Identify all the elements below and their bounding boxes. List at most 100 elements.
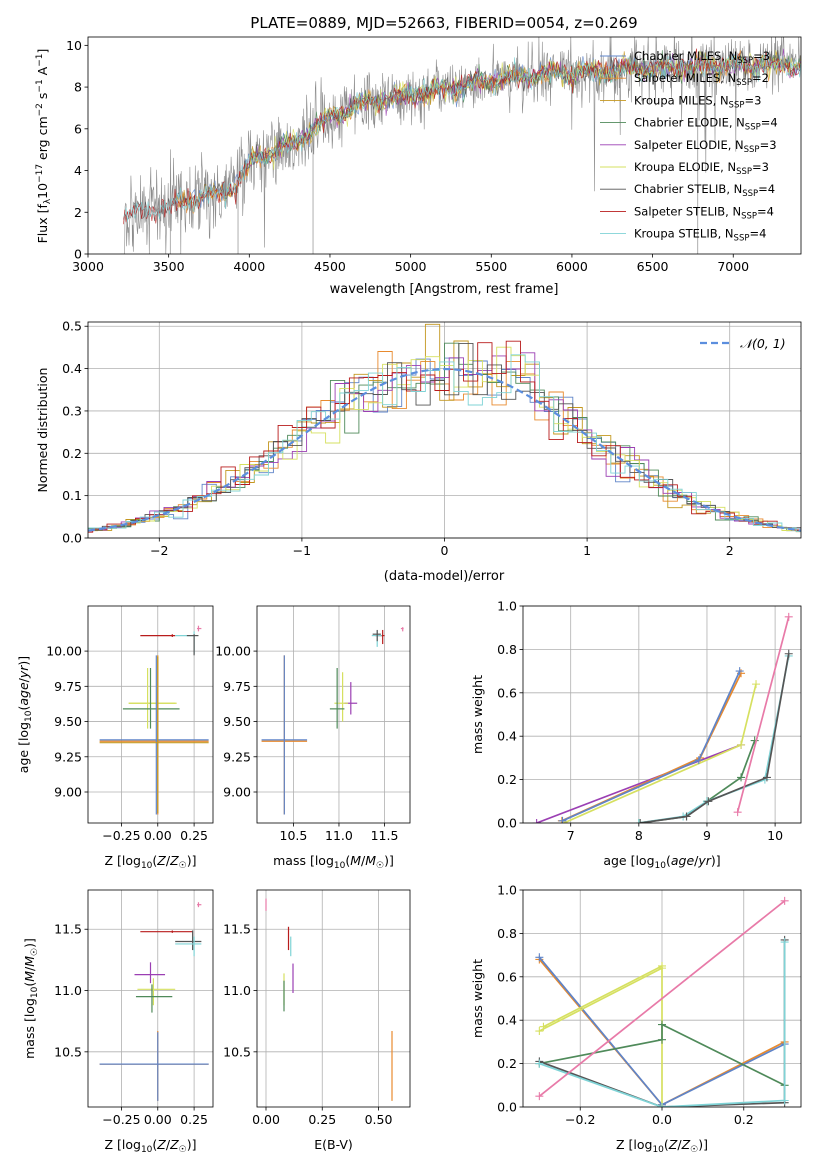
spectrum-legend: Chabrier MILES, NSSP=3 Salpeter MILES, NS… — [600, 49, 778, 244]
mass_vs_ebv-panel: 0.00 0.25 0.50 10.5 11.0 11.5 E(B-V) — [223, 889, 411, 1152]
x-tick-label: 0.00 — [252, 1112, 280, 1127]
series-marker — [737, 740, 746, 749]
x-axis-label: (data-model)/error — [384, 569, 505, 584]
series-line — [536, 744, 742, 823]
x-tick-label: 10 — [767, 828, 783, 843]
y-tick-label: 9.75 — [223, 679, 251, 694]
data-point — [400, 627, 404, 632]
y-tick-label: 0.2 — [497, 1056, 517, 1071]
points — [99, 625, 209, 815]
y-tick-label: 10.00 — [215, 644, 251, 659]
x-tick-label: 11.0 — [325, 828, 353, 843]
data-point — [344, 682, 358, 715]
x-tick-label: 0.25 — [180, 828, 208, 843]
x-axis-label: age [log10(age/yr)] — [603, 853, 720, 871]
x-tick-label: 11.5 — [371, 828, 399, 843]
y-tick-label: 0.8 — [497, 642, 517, 657]
x-tick-label: 9 — [703, 828, 711, 843]
x-axis-label: Z [log10(Z/Z☉)] — [104, 1137, 196, 1155]
x-tick-label: 0.25 — [180, 1112, 208, 1127]
x-tick-label: 6000 — [556, 259, 588, 274]
axes — [257, 606, 410, 823]
x-tick-label: −2 — [150, 543, 168, 558]
series-marker — [780, 896, 789, 905]
y-tick-label: 0.4 — [497, 1013, 517, 1028]
data-point — [372, 629, 381, 642]
y-tick-label: 9.25 — [54, 749, 82, 764]
points — [265, 898, 393, 1101]
data-point — [140, 930, 193, 933]
legend-entry: Kroupa STELIB, NSSP=4 — [634, 227, 766, 244]
histogram-8 — [88, 354, 801, 532]
legend-entry: Kroupa ELODIE, NSSP=3 — [634, 160, 769, 177]
series-marker — [752, 680, 761, 689]
points — [99, 902, 209, 1101]
series-line — [736, 616, 790, 813]
series-marker — [737, 773, 746, 782]
data-point — [99, 655, 209, 815]
y-tick-label: 9.50 — [54, 714, 82, 729]
series-marker — [535, 953, 544, 962]
y-tick-label: 0.6 — [497, 969, 517, 984]
y-tick-label: 1.0 — [497, 883, 517, 898]
series-marker — [535, 1027, 544, 1036]
y-tick-label: 0.6 — [497, 685, 517, 700]
y-tick-label: 0.5 — [62, 319, 82, 334]
lines — [532, 612, 793, 823]
axes — [88, 890, 213, 1107]
y-tick-label: 10.5 — [54, 1044, 82, 1059]
model-spectrum-8 — [123, 52, 801, 223]
y-tick-label: 0.0 — [62, 531, 82, 546]
legend-entry: Chabrier STELIB, NSSP=4 — [634, 182, 775, 199]
y-tick-label: 10.00 — [46, 644, 82, 659]
series-marker — [634, 819, 643, 823]
x-axis-label: E(B-V) — [314, 1137, 353, 1152]
data-point — [137, 978, 176, 1006]
y-tick-label: 9.00 — [54, 785, 82, 800]
residuals-panel: −2 −1 0 1 2 0.0 0.1 0.2 0.3 0.4 0.5 (data-model)/er… — [35, 319, 802, 584]
y-axis-label: Normed distribution — [35, 368, 50, 493]
legend-entry: Salpeter STELIB, NSSP=4 — [634, 204, 774, 221]
x-tick-label: −0.2 — [565, 1112, 595, 1127]
x-tick-label: 4000 — [233, 259, 265, 274]
y-tick-label: 11.5 — [223, 922, 251, 937]
y-tick-label: 11.0 — [223, 983, 251, 998]
y-tick-label: 8 — [74, 80, 82, 95]
legend-entry: Salpeter ELODIE, NSSP=3 — [634, 138, 777, 155]
data-point — [175, 631, 195, 654]
series-marker — [658, 1103, 666, 1107]
data-point — [197, 625, 202, 632]
x-tick-label: 0.00 — [144, 1112, 172, 1127]
axes — [257, 890, 410, 1107]
x-tick-label: 7 — [567, 828, 575, 843]
y-tick-label: 0 — [74, 247, 82, 262]
massweight_vs_age-panel: 7 8 9 10 0.0 0.2 0.4 0.6 0.8 1.0 age [log10(age/yr… — [470, 599, 802, 871]
series-marker — [735, 667, 744, 676]
x-tick-label: 5000 — [395, 259, 427, 274]
x-axis-label: wavelength [Angstrom, rest frame] — [330, 282, 559, 297]
series-marker — [780, 1096, 789, 1105]
lines — [535, 896, 789, 1107]
massweight_vs_Z-panel: −0.2 0.0 0.2 0.0 0.2 0.4 0.6 0.8 1.0 Z [log10(Z/Z… — [470, 883, 802, 1155]
x-tick-label: 0.2 — [734, 1112, 754, 1127]
legend-entry: Chabrier ELODIE, NSSP=4 — [634, 116, 778, 133]
series-marker — [658, 1020, 666, 1029]
x-tick-label: 8 — [635, 828, 643, 843]
histograms — [88, 323, 801, 533]
data-point — [128, 655, 176, 728]
y-tick-label: 4 — [74, 163, 82, 178]
x-axis-label: mass [log10(M/M☉)] — [273, 853, 394, 871]
x-tick-label: −1 — [293, 543, 311, 558]
data-point — [135, 984, 173, 1013]
spectrum-panel: 3000 3500 4000 4500 5000 5500 6000 6500 7000 0 2 4 6… — [35, 36, 802, 297]
data-point — [128, 668, 177, 729]
x-axis-label: Z [log10(Z/Z☉)] — [104, 853, 196, 871]
plot-frame — [87, 605, 214, 824]
y-tick-label: 0.0 — [497, 1100, 517, 1115]
y-axis-label: Flux [fλ10−17 erg cm−2 s−1 A−1] — [35, 49, 53, 244]
data-point — [175, 936, 202, 957]
series-line — [538, 900, 786, 1097]
y-tick-label: 11.5 — [54, 922, 82, 937]
data-point — [186, 634, 199, 656]
